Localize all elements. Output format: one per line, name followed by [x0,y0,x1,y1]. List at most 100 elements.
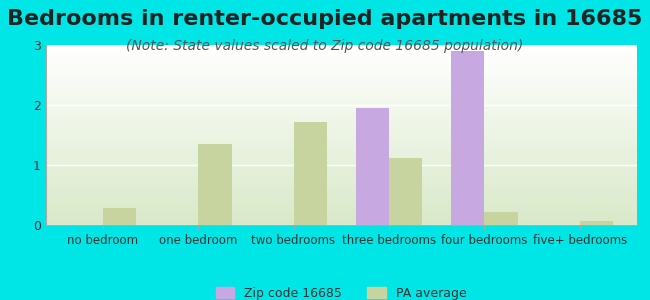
Bar [46,135,637,137]
Bar [46,193,637,194]
Bar [46,70,637,72]
Bar [46,112,637,113]
Bar [46,153,637,155]
Text: Bedrooms in renter-occupied apartments in 16685: Bedrooms in renter-occupied apartments i… [7,9,643,29]
Bar [46,189,637,191]
Bar [46,97,637,99]
Bar [46,115,637,117]
Bar [46,162,637,164]
Bar [46,218,637,220]
Bar [46,221,637,223]
Bar [46,99,637,101]
Bar [46,113,637,115]
Bar [46,108,637,110]
Bar [46,49,637,50]
Bar [46,86,637,88]
Bar [46,72,637,74]
Bar [46,164,637,166]
Bar [46,81,637,83]
Bar [46,94,637,95]
Bar [46,67,637,68]
Bar [46,178,637,180]
Bar [46,85,637,86]
Bar [46,191,637,193]
Bar [389,158,422,225]
Bar [46,205,637,207]
Bar [46,198,637,200]
Bar [46,149,637,151]
Bar [46,121,637,122]
Bar [46,128,637,130]
Bar [46,103,637,104]
Bar [46,151,637,153]
Bar [46,160,637,162]
Bar [46,212,637,214]
Bar [46,101,637,103]
Bar [46,200,637,202]
Bar [46,216,637,218]
Bar [46,61,637,63]
Bar [46,50,637,52]
Text: (Note: State values scaled to Zip code 16685 population): (Note: State values scaled to Zip code 1… [126,39,524,53]
Bar [46,139,637,140]
Bar [46,148,637,149]
Bar [46,90,637,92]
Bar [46,119,637,121]
Legend: Zip code 16685, PA average: Zip code 16685, PA average [211,282,472,300]
Bar [46,203,637,205]
Bar [46,79,637,81]
Bar [198,144,231,225]
Bar [46,56,637,58]
Bar [46,104,637,106]
Bar [46,54,637,56]
Bar [46,211,637,212]
Bar [294,122,327,225]
Bar [46,166,637,167]
Bar [46,45,637,47]
Bar [46,180,637,182]
Bar [46,167,637,169]
Bar [46,142,637,144]
Bar [46,52,637,54]
Bar [46,155,637,157]
Bar [46,158,637,160]
Bar [46,76,637,77]
Bar [46,196,637,198]
Bar [103,208,136,225]
Bar [46,117,637,119]
Bar [46,184,637,185]
Bar [46,130,637,131]
Bar [46,88,637,90]
Bar [46,146,637,148]
Bar [46,176,637,178]
Bar [46,137,637,139]
Bar [46,187,637,189]
Bar [46,74,637,76]
Bar [580,221,613,225]
Bar [46,202,637,203]
Bar [46,122,637,124]
Bar [356,108,389,225]
Bar [46,144,637,146]
Bar [46,106,637,108]
Bar [46,110,637,112]
Bar [46,92,637,94]
Bar [46,47,637,49]
Bar [46,77,637,79]
Bar [46,140,637,142]
Bar [46,185,637,187]
Bar [46,194,637,196]
Bar [46,65,637,67]
Bar [46,209,637,211]
Bar [46,171,637,173]
Bar [46,173,637,175]
Bar [484,212,518,225]
Bar [46,124,637,126]
Bar [46,157,637,158]
Bar [46,58,637,59]
Bar [46,95,637,97]
Bar [46,182,637,184]
Bar [46,59,637,61]
Bar [46,220,637,221]
Bar [46,131,637,133]
